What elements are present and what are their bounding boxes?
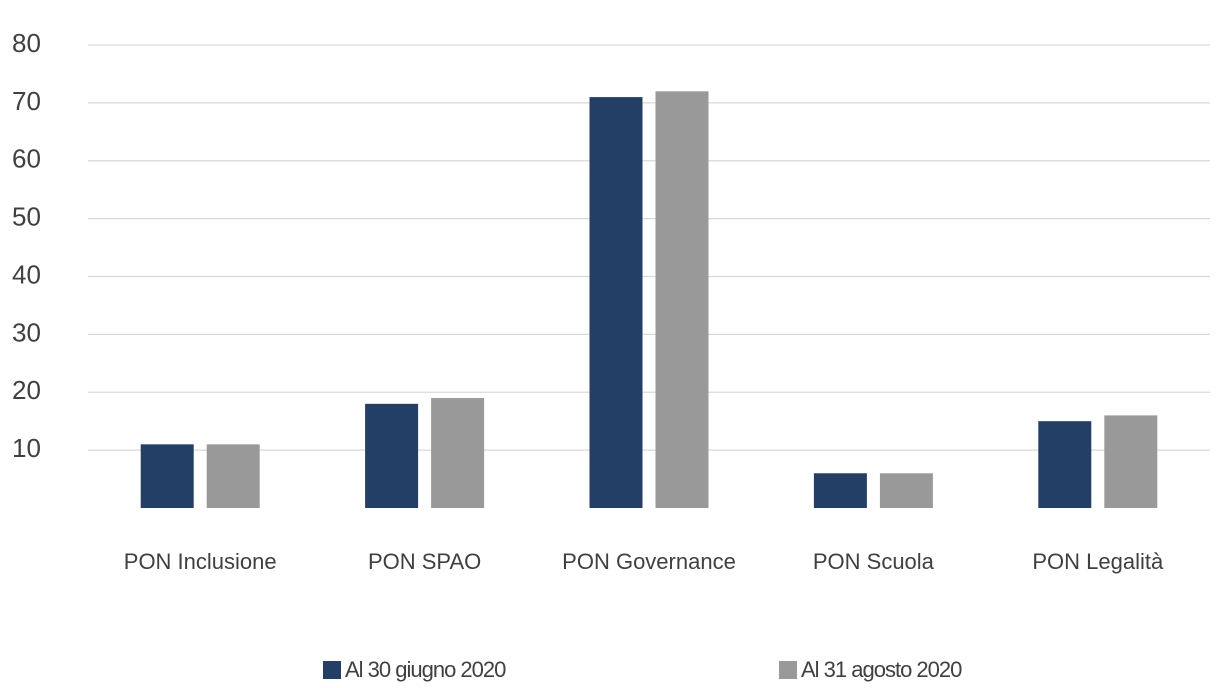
y-tick-label: 30 (12, 317, 41, 347)
y-tick-label: 60 (12, 144, 41, 174)
bar (365, 403, 419, 508)
bar (879, 473, 933, 508)
y-tick-label: 50 (12, 202, 41, 232)
bar (140, 444, 194, 508)
bar (813, 473, 867, 508)
bar (1104, 415, 1158, 508)
x-tick-label: PON SPAO (368, 549, 481, 574)
y-tick-label: 70 (12, 86, 41, 116)
bar (589, 97, 643, 509)
legend-label: Al 30 giugno 2020 (345, 657, 506, 682)
x-tick-label: PON Scuola (813, 549, 935, 574)
y-tick-label: 10 (12, 433, 41, 463)
x-tick-label: PON Legalità (1032, 549, 1164, 574)
x-tick-label: PON Inclusione (124, 549, 277, 574)
x-tick-label: PON Governance (562, 549, 736, 574)
legend-swatch (779, 661, 797, 679)
legend-swatch (323, 661, 341, 679)
bar (431, 398, 485, 508)
bar (1038, 421, 1092, 508)
bar (655, 91, 709, 509)
y-tick-label: 40 (12, 259, 41, 289)
y-tick-label: 80 (12, 28, 41, 58)
y-tick-label: 20 (12, 375, 41, 405)
legend-label: Al 31 agosto 2020 (801, 657, 962, 682)
bar (206, 444, 260, 508)
